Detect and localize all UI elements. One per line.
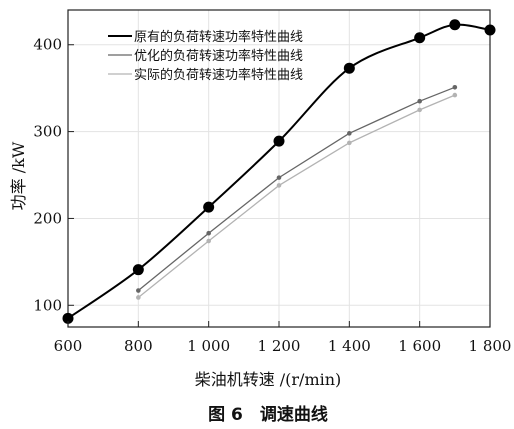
data-point: [343, 62, 355, 74]
data-point: [452, 92, 458, 98]
x-tick-label: 1 200: [258, 337, 301, 355]
data-point: [276, 183, 282, 188]
data-point: [136, 295, 141, 300]
data-point: [132, 264, 144, 276]
legend-label: 原有的负荷转速功率特性曲线: [134, 29, 303, 45]
data-point: [273, 135, 285, 147]
series-line: [137, 86, 456, 292]
x-axis-label: 柴油机转速 /(r/min): [195, 370, 342, 389]
data-point: [347, 131, 352, 136]
data-point: [484, 24, 496, 36]
y-tick-label: 200: [33, 209, 62, 227]
data-point: [347, 140, 352, 146]
data-point: [203, 201, 215, 213]
data-point: [136, 288, 141, 293]
series-line: [137, 94, 456, 298]
x-tick-label: 1 800: [469, 337, 512, 355]
x-tick-label: 800: [124, 337, 153, 355]
x-tick-label: 600: [54, 337, 83, 355]
ticks: 600 800 1 000 1 200 1 400 1 600 1 800 100 200 300…: [33, 36, 511, 355]
data-point: [449, 19, 461, 31]
data-point: [452, 84, 458, 90]
y-axis-label: 功率 /kW: [9, 141, 28, 210]
series-1: [62, 19, 496, 324]
data-point: [417, 98, 422, 104]
figure-caption: 图 6 调速曲线: [208, 404, 328, 425]
legend-label: 优化的负荷转速功率特性曲线: [134, 48, 303, 64]
data-point: [414, 32, 426, 44]
x-tick-label: 1 000: [187, 337, 230, 355]
data-point: [62, 312, 74, 324]
data-point: [206, 238, 211, 244]
y-tick-label: 100: [33, 296, 62, 314]
series-2: [136, 84, 458, 293]
x-tick-label: 1 400: [328, 337, 371, 355]
series-layer: [62, 19, 496, 324]
data-point: [206, 230, 211, 236]
y-tick-label: 300: [33, 123, 62, 141]
legend-label: 实际的负荷转速功率特性曲线: [134, 67, 303, 83]
data-point: [276, 175, 282, 180]
series-3: [136, 92, 458, 300]
x-tick-label: 1 600: [398, 337, 441, 355]
data-point: [417, 107, 422, 113]
y-tick-label: 400: [33, 36, 62, 54]
